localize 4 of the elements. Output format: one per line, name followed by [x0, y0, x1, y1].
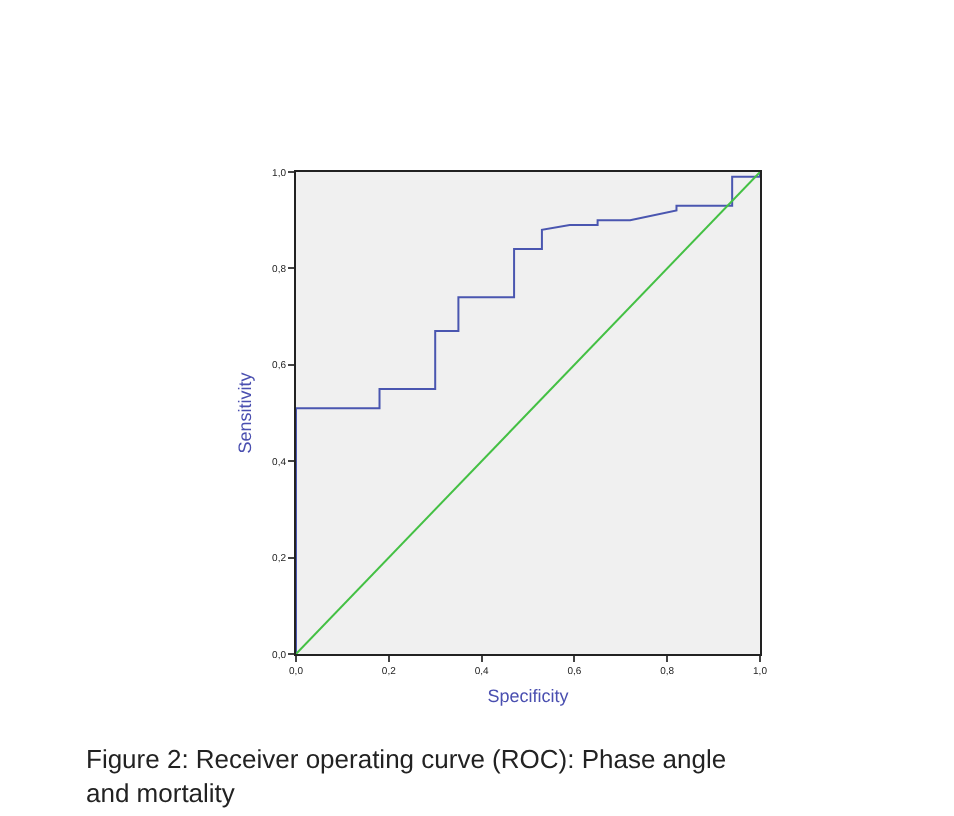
x-axis-title: Specificity — [487, 685, 570, 706]
line-series — [296, 172, 760, 654]
y-axis-title: Sensitivity — [234, 371, 255, 454]
caption: Figure 2: Receiver operating curve (ROC): Phase angle and mortality — [86, 744, 727, 808]
